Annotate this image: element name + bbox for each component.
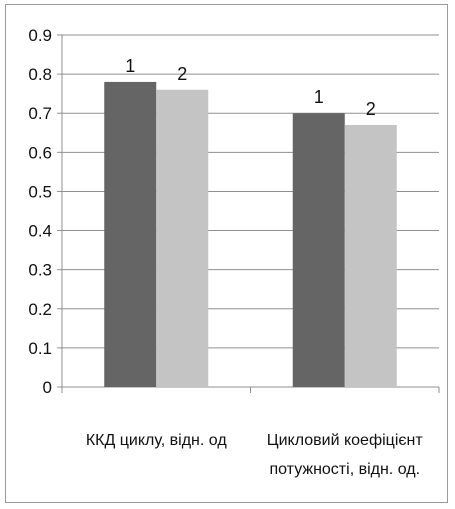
x-category-label: ККД циклу, відн. од [86, 432, 227, 449]
x-category-label: Цикловий коефіцієнт [267, 432, 424, 449]
bar [344, 124, 397, 387]
y-tick-label: 0.6 [28, 143, 52, 162]
y-tick-label: 0.4 [28, 222, 52, 241]
bar-data-label: 1 [314, 87, 324, 107]
y-tick-label: 0.8 [28, 65, 52, 84]
y-tick-label: 0.1 [28, 339, 52, 358]
bar-data-label: 1 [125, 56, 135, 76]
bar [292, 113, 345, 387]
y-tick-label: 0.9 [28, 26, 52, 45]
y-tick-label: 0 [43, 378, 52, 397]
y-tick-label: 0.3 [28, 261, 52, 280]
bar-data-label: 2 [177, 64, 187, 84]
bar [104, 81, 157, 387]
y-tick-label: 0.2 [28, 300, 52, 319]
bar-data-label: 2 [366, 99, 376, 119]
x-category-label: потужності, відн. од. [269, 461, 420, 478]
bar [156, 89, 209, 387]
y-tick-label: 0.7 [28, 104, 52, 123]
y-tick-label: 0.5 [28, 182, 52, 201]
